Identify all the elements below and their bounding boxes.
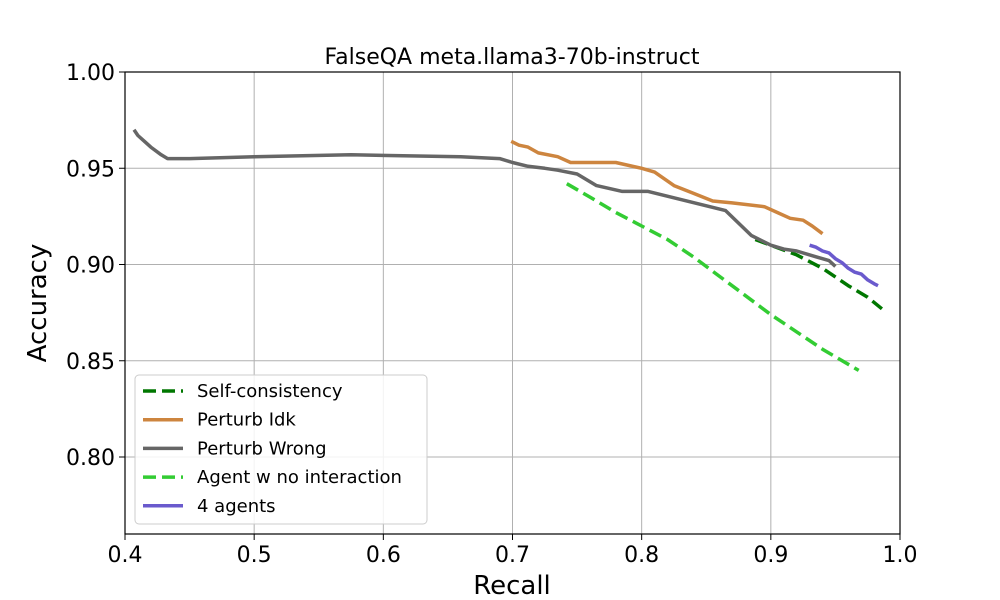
y-tick-label: 0.95 — [66, 157, 115, 182]
legend-label-perturb-idk: Perturb Idk — [197, 410, 296, 431]
chart-title: FalseQA meta.llama3-70b-instruct — [325, 45, 700, 70]
x-tick-label: 1.0 — [883, 543, 918, 568]
series-line-perturb-idk — [510, 139, 824, 236]
x-tick-label: 0.7 — [495, 543, 530, 568]
legend-box — [134, 374, 428, 525]
legend: Self-consistency Perturb Idk Perturb Wrong… — [134, 374, 428, 525]
y-tick-label: 1.00 — [66, 61, 115, 86]
series-line-agent-w-no-interaction — [565, 182, 860, 372]
series-line-4-agents — [809, 243, 879, 288]
x-tick-label: 0.5 — [237, 543, 272, 568]
x-tick-label: 0.6 — [366, 543, 401, 568]
x-tick-label: 0.9 — [753, 543, 788, 568]
x-tick-label: 0.8 — [624, 543, 659, 568]
legend-label-perturb-wrong: Perturb Wrong — [197, 438, 327, 459]
x-axis-label: Recall — [473, 571, 551, 600]
series-line-perturb-wrong — [132, 128, 837, 268]
y-tick-label: 0.85 — [66, 350, 115, 375]
series-line-self-consistency — [754, 237, 884, 311]
legend-label-agent-w-no-interaction: Agent w no interaction — [197, 467, 402, 488]
y-tick-label: 0.80 — [66, 446, 115, 471]
x-tick-label: 0.4 — [108, 543, 143, 568]
legend-label-self-consistency: Self-consistency — [197, 381, 343, 402]
y-tick-label: 0.90 — [66, 254, 115, 279]
series-layer — [132, 128, 884, 372]
ticks: 0.4 0.5 0.6 0.7 0.8 0.9 1.0 0.80 0.85 0.90 0.95 1.0… — [66, 61, 917, 568]
legend-label-4-agents: 4 agents — [197, 496, 276, 517]
y-axis-label: Accuracy — [23, 244, 53, 363]
